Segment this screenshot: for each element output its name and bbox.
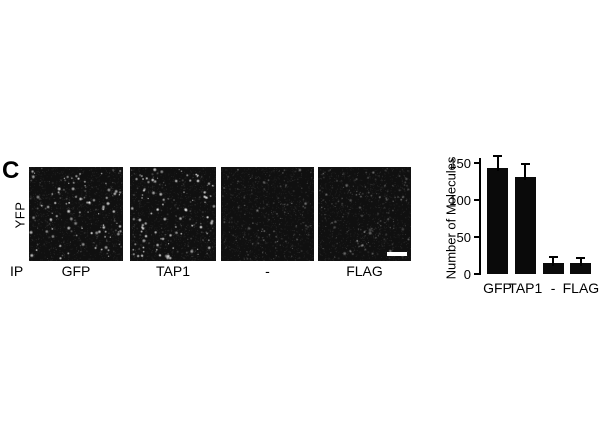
y-tick-label: 100 — [449, 192, 471, 208]
micrograph-image-TAP1 — [130, 167, 216, 261]
ip-condition-label-FLAG: FLAG — [346, 263, 383, 279]
error-bar-cap — [576, 256, 586, 259]
micrograph-panel-GFP — [29, 167, 123, 261]
micrograph-panel-minus — [221, 167, 314, 261]
x-category-label-GFP: GFP — [483, 280, 512, 296]
y-axis-line — [479, 158, 481, 275]
micrograph-image-FLAG — [318, 167, 411, 261]
error-bar-stem — [524, 164, 527, 181]
y-tick — [474, 236, 479, 238]
panel-letter: C — [2, 157, 20, 184]
error-bar-stem — [552, 256, 555, 266]
row-label-yfp: YFP — [12, 201, 28, 229]
bar-GFP — [487, 168, 508, 274]
error-bar-stem — [579, 257, 582, 266]
bar-chart: Number of Molecules 0 50 100 150 GFP TAP1- FLA… — [440, 145, 600, 300]
bar-minus — [542, 262, 564, 274]
error-bar-stem — [496, 156, 499, 172]
bar-FLAG — [570, 262, 592, 274]
ip-condition-label-TAP1: TAP1 — [156, 263, 190, 279]
y-tick-label: 150 — [449, 155, 471, 171]
y-tick-label: 0 — [463, 266, 471, 282]
scale-bar — [387, 252, 407, 256]
micrograph-panel-FLAG — [318, 167, 411, 261]
y-tick-label: 50 — [456, 229, 471, 245]
ip-condition-label-GFP: GFP — [61, 263, 91, 279]
error-bar-cap — [548, 255, 558, 258]
ip-label: IP — [10, 263, 24, 279]
micrograph-panel-TAP1 — [130, 167, 216, 261]
micrograph-image-minus — [221, 167, 314, 261]
bar-TAP1 — [514, 177, 536, 274]
y-tick — [474, 199, 479, 201]
y-tick — [474, 273, 479, 275]
micrograph-image-GFP — [29, 167, 123, 261]
error-bar-cap — [493, 155, 502, 158]
y-tick — [474, 162, 479, 164]
x-category-label-minus: - — [550, 280, 556, 296]
x-category-label-FLAG: FLAG — [562, 280, 600, 296]
x-category-label-TAP1: TAP1 — [508, 280, 543, 296]
chart-y-axis-title: Number of Molecules — [443, 156, 459, 280]
ip-condition-label-minus: - — [265, 263, 270, 279]
error-bar-cap — [520, 163, 530, 166]
